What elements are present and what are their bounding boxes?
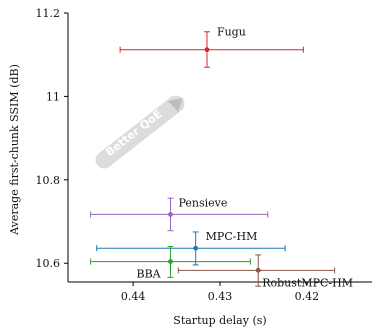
series-label: RobustMPC-HM [262, 276, 353, 289]
axes: 0.44 0.43 0.42 10.6 10.8 11 11.2 [36, 7, 372, 303]
x-tick-label: 0.43 [208, 290, 233, 303]
better-qoe-band [95, 95, 185, 169]
series-label: Pensieve [178, 196, 227, 209]
y-tick-label: 11 [46, 90, 60, 103]
series-bba: BBA [90, 246, 251, 281]
series-label: MPC-HM [206, 230, 258, 243]
x-tick-label: 0.44 [121, 290, 146, 303]
series-label: Fugu [217, 26, 246, 39]
series-mpc-hm: MPC-HM [96, 230, 286, 266]
y-tick-label: 10.8 [36, 174, 61, 187]
series-robustmpc-hm: RobustMPC-HM [177, 254, 353, 289]
series-fugu: Fugu [119, 26, 304, 68]
data-point [168, 212, 173, 217]
data-point [255, 267, 261, 273]
series-label: BBA [136, 268, 161, 281]
data-point [168, 259, 173, 264]
better-qoe-label: Better QoE [103, 107, 164, 159]
better-qoe-annotation: Better QoE [95, 95, 185, 169]
data-point [204, 47, 210, 53]
data-point [193, 245, 199, 251]
series-pensieve: Pensieve [90, 196, 269, 232]
better-qoe-arrowhead [168, 98, 183, 112]
x-axis-title: Startup delay (s) [173, 314, 266, 327]
x-tick-label: 0.42 [295, 290, 320, 303]
y-tick-label: 10.6 [36, 257, 61, 270]
y-axis-title: Average first-chunk SSIM (dB) [8, 64, 21, 236]
y-tick-label: 11.2 [36, 7, 61, 20]
data-marks: Fugu Pensieve MPC-HM BBA RobustMPC-HM [90, 26, 353, 289]
